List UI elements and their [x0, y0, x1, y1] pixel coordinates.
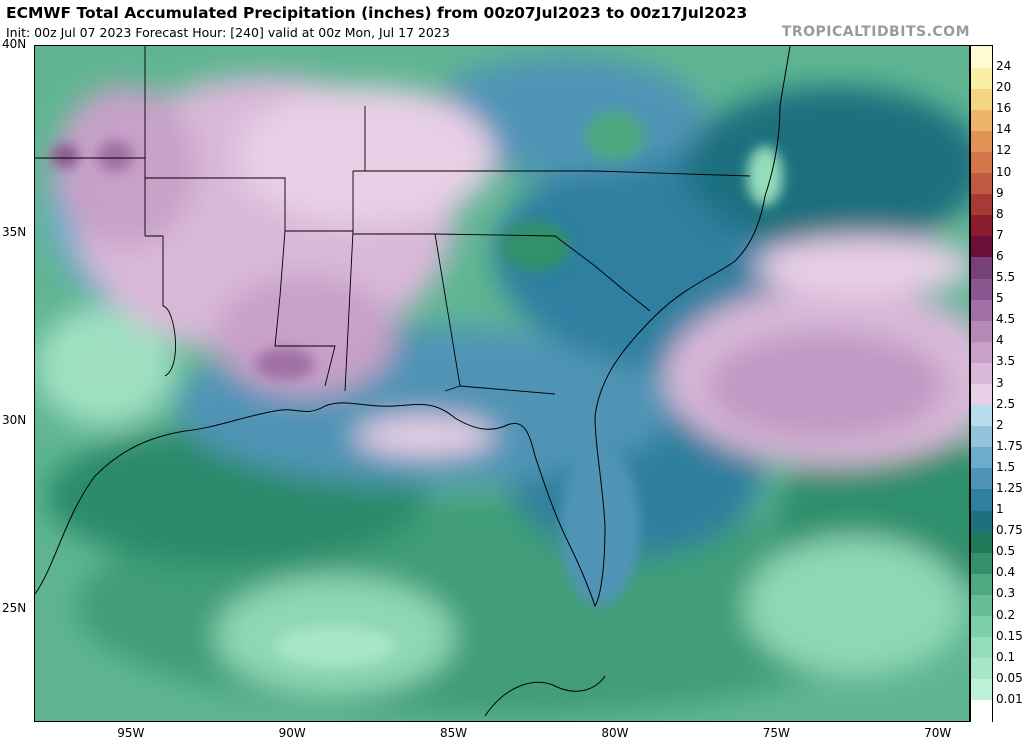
colorbar-segment [971, 235, 992, 258]
colorbar-label: 0.1 [996, 649, 1016, 664]
map-title: ECMWF Total Accumulated Precipitation (i… [6, 4, 748, 22]
colorbar-label: 1.75 [996, 438, 1023, 453]
colorbar-segment [971, 214, 992, 237]
colorbar-segment [971, 552, 992, 574]
colorbar-label: 4.5 [996, 312, 1016, 327]
colorbar-segment [971, 657, 992, 680]
longitude-label: 75W [762, 726, 790, 740]
colorbar-segment [971, 510, 992, 532]
longitude-label: 90W [278, 726, 306, 740]
colorbar-segment [971, 446, 992, 469]
latitude-label: 40N [2, 37, 27, 51]
colorbar-label: 1.5 [996, 459, 1016, 474]
latitude-label: 30N [2, 413, 27, 428]
colorbar [970, 45, 993, 722]
colorbar-segment [971, 320, 992, 342]
colorbar-label: 3 [996, 375, 1004, 390]
colorbar-segment [971, 404, 992, 427]
map-canvas [35, 46, 969, 721]
colorbar-label: 0.2 [996, 607, 1016, 622]
colorbar-segment [971, 193, 992, 216]
colorbar-segment [971, 130, 992, 152]
colorbar-segment [971, 172, 992, 195]
coastline [35, 46, 791, 717]
colorbar-label: 4 [996, 333, 1004, 348]
colorbar-label: 16 [996, 101, 1012, 116]
colorbar-segment [971, 488, 992, 511]
colorbar-segment [971, 383, 992, 406]
colorbar-label: 5 [996, 291, 1004, 306]
colorbar-label: 12 [996, 143, 1012, 158]
colorbar-segment [971, 46, 992, 68]
colorbar-segment [971, 699, 992, 722]
state-borders [35, 46, 751, 395]
colorbar-label: 9 [996, 185, 1004, 200]
colorbar-segment [971, 256, 992, 279]
colorbar-label: 24 [996, 59, 1012, 74]
colorbar-label: 7 [996, 227, 1004, 242]
colorbar-label: 0.75 [996, 523, 1023, 538]
colorbar-segment [971, 67, 992, 89]
colorbar-label: 0.3 [996, 586, 1016, 601]
colorbar-segment [971, 109, 992, 131]
colorbar-label: 8 [996, 206, 1004, 221]
brand-watermark: TROPICALTIDBITS.COM [781, 24, 970, 40]
precip-detail [51, 111, 783, 666]
colorbar-segment [971, 299, 992, 321]
colorbar-segment [971, 151, 992, 174]
colorbar-label: 0.05 [996, 670, 1023, 685]
colorbar-label: 3.5 [996, 354, 1016, 369]
colorbar-label: 2.5 [996, 396, 1016, 411]
colorbar-segment [971, 678, 992, 701]
colorbar-label: 1 [996, 502, 1004, 517]
colorbar-segment [971, 362, 992, 384]
colorbar-label: 20 [996, 80, 1012, 95]
colorbar-segment [971, 341, 992, 363]
colorbar-label: 0.15 [996, 628, 1023, 643]
longitude-label: 70W [924, 726, 952, 740]
latitude-label: 35N [2, 225, 27, 240]
colorbar-label: 0.01 [996, 691, 1023, 706]
colorbar-segment [971, 531, 992, 553]
longitude-label: 85W [440, 726, 468, 740]
colorbar-label: 5.5 [996, 270, 1016, 285]
colorbar-segment [971, 278, 992, 300]
map-subtitle: Init: 00z Jul 07 2023 Forecast Hour: [24… [6, 25, 450, 40]
colorbar-label: 2 [996, 417, 1004, 432]
longitude-label: 95W [117, 726, 145, 740]
colorbar-segment [971, 594, 992, 617]
colorbar-label: 0.5 [996, 544, 1016, 559]
colorbar-segment [971, 467, 992, 490]
colorbar-label: 10 [996, 164, 1012, 179]
colorbar-label: 14 [996, 122, 1012, 137]
colorbar-segment [971, 615, 992, 638]
colorbar-segment [971, 425, 992, 448]
colorbar-segment [971, 573, 992, 595]
colorbar-label: 6 [996, 248, 1004, 263]
colorbar-segment [971, 636, 992, 659]
latitude-label: 25N [2, 601, 27, 616]
precip-field [35, 56, 969, 716]
colorbar-label: 1.25 [996, 480, 1023, 495]
longitude-label: 80W [601, 726, 629, 740]
colorbar-label: 0.4 [996, 565, 1016, 580]
precipitation-map [34, 45, 970, 722]
colorbar-segment [971, 88, 992, 110]
